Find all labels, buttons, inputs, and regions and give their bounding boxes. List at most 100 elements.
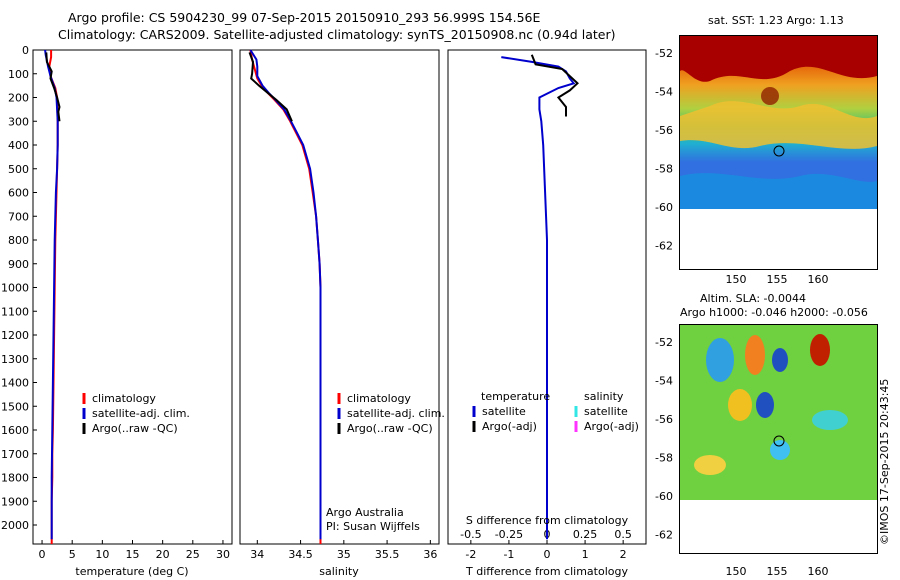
- map-lat-label: -56: [655, 124, 673, 137]
- argo-location-marker-sst: [773, 145, 785, 157]
- legend-label: satellite-adj. clim.: [347, 407, 445, 420]
- depth-tick-label: 1000: [1, 282, 29, 295]
- salinity-panel: 34 34.5 35 35.5 36 climatology satellite-adj.…: [239, 49, 445, 578]
- s-diff-tick-label: -0.25: [495, 528, 523, 541]
- depth-tick-label: 300: [8, 115, 29, 128]
- temperature-x-label: temperature (deg C): [75, 565, 188, 578]
- depth-tick-label: 700: [8, 210, 29, 223]
- map-lat-label: -58: [655, 452, 673, 465]
- map-lat-label: -52: [655, 336, 673, 349]
- x-tick-label: 35.5: [375, 548, 400, 561]
- temperature-legend: climatology satellite-adj. clim. Argo(..ra…: [82, 392, 190, 435]
- map-lat-label: -58: [655, 163, 673, 176]
- x-tick-label: 2: [620, 548, 627, 561]
- x-tick-label: 15: [126, 548, 140, 561]
- depth-tick-label: 500: [8, 163, 29, 176]
- depth-tick-label: 900: [8, 258, 29, 271]
- map-lat-label: -56: [655, 413, 673, 426]
- legend-label: Argo(..raw -QC): [92, 422, 178, 435]
- map-lat-label: -60: [655, 201, 673, 214]
- x-tick-label: 36: [423, 548, 437, 561]
- difference-legend: temperature salinity satellite Argo(-adj) sa…: [472, 390, 639, 433]
- x-tick-label: -2: [465, 548, 476, 561]
- depth-tick-label: 1100: [1, 305, 29, 318]
- legend-title-salinity: salinity: [584, 390, 624, 403]
- depth-tick-label: 1500: [1, 400, 29, 413]
- legend-label: satellite: [482, 405, 526, 418]
- depth-tick-label: 1900: [1, 495, 29, 508]
- map-lat-label: -54: [655, 375, 673, 388]
- temperature-panel: 0100200300400500600700800900100011001200…: [1, 44, 452, 578]
- x-tick-label: 1: [582, 548, 589, 561]
- map-lon-label: 155: [767, 273, 788, 286]
- map-lon-label: 155: [767, 565, 788, 578]
- temperature-x-axis: 0 5 10 15 20 25 30: [39, 540, 230, 561]
- salinity-axes-box: [239, 49, 440, 545]
- series-line-satellite-adj-clim-: [249, 49, 322, 540]
- difference-lines: [501, 54, 579, 540]
- depth-tick-label: 100: [8, 68, 29, 81]
- legend-label: Argo(-adj): [482, 420, 537, 433]
- temperature-axes-box: [32, 49, 233, 545]
- difference-s-label: S difference from climatology: [466, 514, 629, 527]
- series-line-argo-adj-: [530, 54, 579, 117]
- series-line-satellite-adj-clim-: [44, 49, 59, 540]
- legend-label: satellite: [584, 405, 628, 418]
- depth-tick-label: 1200: [1, 329, 29, 342]
- depth-tick-label: 0: [22, 44, 29, 57]
- salinity-x-label: salinity: [319, 565, 359, 578]
- sla-map-title2: Argo h1000: -0.046 h2000: -0.056: [680, 306, 868, 319]
- salinity-note2: PI: Susan Wijffels: [326, 520, 420, 533]
- depth-tick-label: 1300: [1, 353, 29, 366]
- depth-tick-label: 200: [8, 92, 29, 105]
- x-tick-label: 0: [39, 548, 46, 561]
- series-line-argo-raw-qc-: [248, 52, 293, 122]
- sst-map-title: sat. SST: 1.23 Argo: 1.13: [708, 14, 844, 27]
- depth-tick-label: 1600: [1, 424, 29, 437]
- chart-title-line2: Climatology: CARS2009. Satellite-adjuste…: [58, 27, 616, 42]
- imos-timestamp: ©IMOS 17-Sep-2015 20:43:45: [878, 378, 891, 545]
- depth-tick-label: 2000: [1, 519, 29, 532]
- depth-tick-label: 1400: [1, 377, 29, 390]
- map-lon-label: 150: [726, 273, 747, 286]
- depth-tick-label: 600: [8, 187, 29, 200]
- x-tick-label: 34.5: [288, 548, 313, 561]
- map-lat-label: -62: [655, 529, 673, 542]
- legend-label: satellite-adj. clim.: [92, 407, 190, 420]
- map-lat-label: -54: [655, 86, 673, 99]
- sst-map: [679, 35, 878, 270]
- x-tick-label: 35: [337, 548, 351, 561]
- legend-label: climatology: [347, 392, 411, 405]
- legend-label: climatology: [92, 392, 156, 405]
- sla-map: [679, 324, 878, 554]
- salinity-legend: climatology satellite-adj. clim. Argo(..ra…: [337, 392, 445, 435]
- difference-t-label: T difference from climatology: [465, 565, 628, 578]
- sla-map-title1: Altim. SLA: -0.0044: [700, 292, 807, 305]
- temperature-lines: [44, 49, 61, 544]
- map-lon-label: 160: [808, 273, 829, 286]
- chart-title-line1: Argo profile: CS 5904230_99 07-Sep-2015 …: [68, 10, 541, 25]
- depth-tick-label: 1700: [1, 448, 29, 461]
- salinity-lines: [248, 49, 322, 544]
- series-line-argo-raw-qc-: [45, 52, 61, 122]
- x-tick-label: 0: [544, 548, 551, 561]
- x-tick-label: 30: [216, 548, 230, 561]
- map-axes: -52 -54 -56 -58 -60 -62 150 155 160 -52 -54 -56 -58 -…: [655, 47, 828, 578]
- map-lon-label: 150: [726, 565, 747, 578]
- map-lat-label: -62: [655, 240, 673, 253]
- s-diff-tick-label: 0.5: [614, 528, 632, 541]
- difference-panel: -2 -1 0 1 2-0.5 -0.25 0 0.25 0.5 temperature sali…: [447, 49, 647, 578]
- map-lon-label: 160: [808, 565, 829, 578]
- x-tick-label: -1: [503, 548, 514, 561]
- depth-tick-label: 1800: [1, 472, 29, 485]
- s-diff-tick-label: 0.25: [573, 528, 598, 541]
- legend-label: Argo(..raw -QC): [347, 422, 433, 435]
- salinity-x-axis: 34 34.5 35 35.5 36: [250, 540, 437, 561]
- difference-x-axis: -2 -1 0 1 2-0.5 -0.25 0 0.25 0.5: [460, 528, 632, 561]
- salinity-note1: Argo Australia: [326, 506, 404, 519]
- map-lat-label: -60: [655, 490, 673, 503]
- x-tick-label: 10: [95, 548, 109, 561]
- legend-title-temperature: temperature: [481, 390, 550, 403]
- depth-tick-label: 400: [8, 139, 29, 152]
